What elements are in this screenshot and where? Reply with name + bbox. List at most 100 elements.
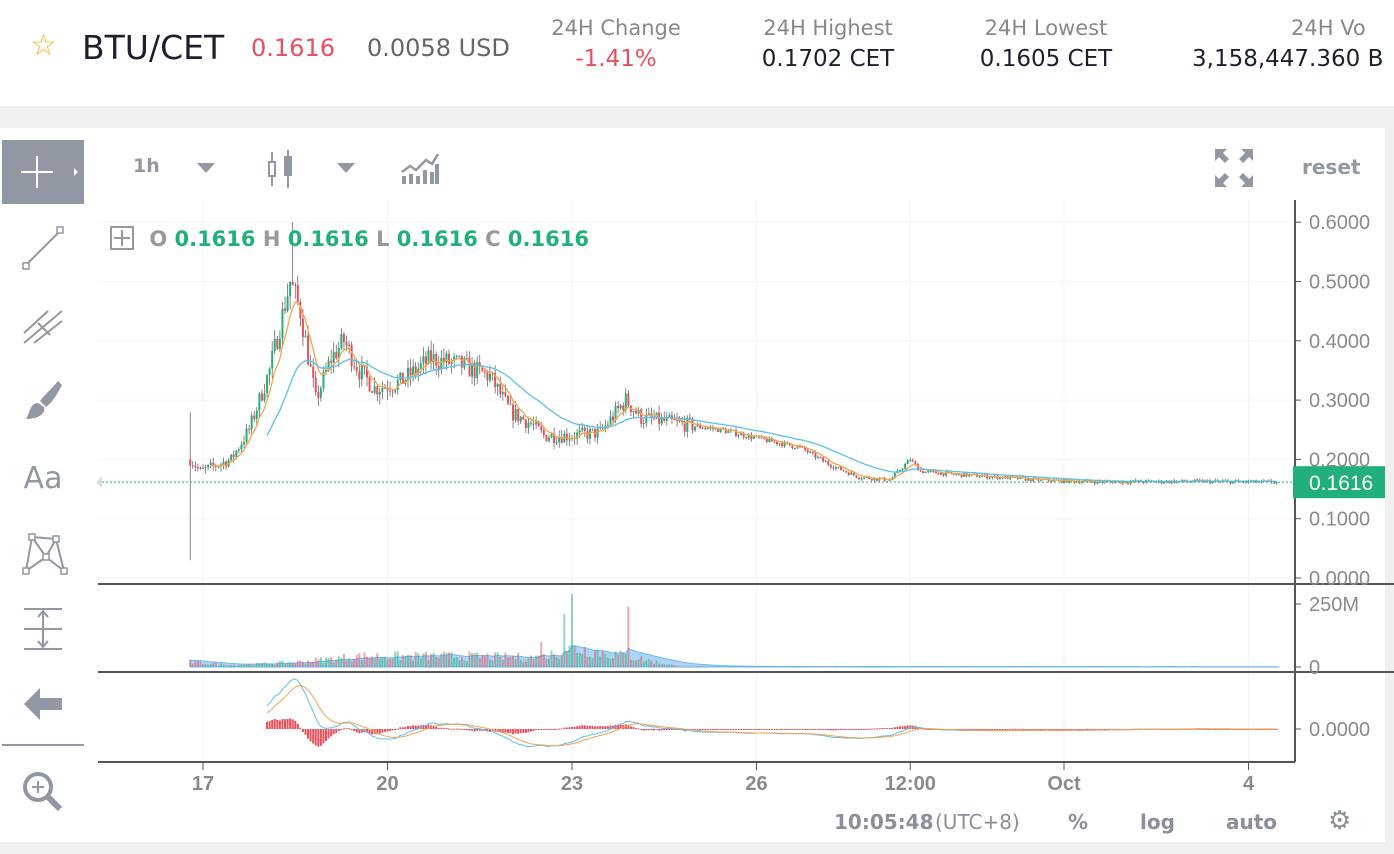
macd-bar — [932, 729, 935, 730]
measure-tool[interactable] — [2, 596, 84, 660]
macd-bar — [811, 729, 814, 730]
current-price-label: 0.1616 — [1309, 472, 1373, 495]
macd-bar — [617, 724, 620, 729]
volume-bar — [583, 647, 586, 667]
macd-bar — [993, 728, 996, 730]
interval-dropdown-caret-icon[interactable] — [196, 162, 216, 174]
macd-bar — [875, 728, 878, 730]
candle-body — [314, 377, 317, 393]
macd-bar — [1088, 728, 1091, 730]
candle-body — [1080, 481, 1083, 484]
volume-bar — [222, 664, 225, 667]
legend-toggle-icon[interactable] — [110, 226, 134, 250]
zoom-tool[interactable] — [2, 760, 84, 824]
macd-bar — [1104, 728, 1106, 730]
macd-bar — [668, 729, 671, 730]
remove-drawings-tool[interactable] — [2, 672, 84, 736]
candle-body — [537, 421, 540, 427]
macd-bar — [996, 729, 999, 730]
macd-bar — [332, 729, 335, 735]
macd-bar — [1224, 728, 1227, 730]
volume-bar — [558, 658, 561, 667]
macd-bar — [747, 729, 750, 730]
volume-bar — [243, 665, 245, 667]
macd-bar — [325, 729, 327, 742]
volume-bar — [248, 663, 251, 667]
indicators-icon[interactable] — [400, 152, 440, 186]
timezone[interactable]: (UTC+8) — [935, 810, 1020, 834]
interval-selector[interactable]: 1h — [133, 155, 160, 177]
candle-body — [591, 428, 594, 430]
candle-body — [642, 423, 645, 425]
crosshair-tool[interactable] — [2, 140, 84, 204]
candles — [189, 222, 1278, 561]
macd-bar — [458, 728, 461, 730]
volume-bar — [858, 666, 860, 667]
volume-bar — [596, 650, 599, 667]
candle-body — [442, 357, 445, 363]
candle-body — [258, 393, 261, 411]
volume-bar — [232, 664, 235, 667]
candle-body — [345, 342, 348, 346]
volume-bar — [450, 652, 453, 667]
macd-bar — [916, 727, 919, 729]
reset-button[interactable]: reset — [1302, 155, 1361, 179]
macd-bar — [1063, 728, 1065, 730]
macd-bar — [1027, 728, 1030, 730]
log-scale-toggle[interactable]: log — [1140, 810, 1175, 834]
pattern-tool[interactable] — [2, 520, 84, 584]
candle-body — [783, 442, 786, 447]
chart-type-dropdown-caret-icon[interactable] — [336, 162, 356, 174]
auto-scale-toggle[interactable]: auto — [1226, 810, 1278, 834]
macd-bar — [486, 729, 489, 732]
candle-body — [752, 436, 755, 439]
macd-bar — [596, 726, 599, 729]
volume-bar — [245, 664, 248, 667]
candle-body — [834, 467, 837, 469]
settings-gear-icon[interactable]: ⚙ — [1328, 806, 1352, 836]
macd-bar — [476, 729, 479, 731]
volume-bar — [586, 656, 589, 667]
macd-bar — [435, 726, 438, 729]
pitchfork-tool[interactable] — [2, 290, 84, 354]
indicator-tick-label: 0 — [1309, 657, 1320, 679]
candle-body — [396, 380, 399, 390]
volume-bar — [440, 653, 443, 667]
candle-body — [870, 478, 873, 481]
macd-bar — [1219, 729, 1222, 730]
volume-bar — [642, 661, 645, 667]
stat-24h-change: 24H Change -1.41% — [551, 16, 681, 72]
volume-bar — [571, 593, 573, 667]
candle-body — [847, 472, 850, 475]
volume-bar — [494, 652, 497, 667]
macd-bar — [353, 729, 356, 732]
candle-body — [522, 416, 525, 420]
candle-body — [688, 417, 691, 419]
candle-body — [424, 356, 427, 364]
text-tool[interactable]: Aa — [23, 460, 63, 496]
macd-bar — [568, 727, 571, 729]
measure-icon — [24, 608, 62, 650]
toolbar-divider — [2, 744, 84, 746]
candle-body — [309, 364, 312, 367]
macd-bar — [284, 719, 286, 729]
macd-bar — [696, 729, 699, 730]
volume-bar — [430, 653, 433, 667]
macd-bar — [1093, 729, 1096, 730]
macd-bar — [663, 729, 666, 731]
candle-type-icon[interactable] — [266, 148, 296, 190]
favorite-star-icon[interactable]: ☆ — [30, 28, 57, 63]
macd-bar — [360, 729, 363, 733]
macd-bar — [968, 729, 971, 730]
candle-body — [770, 438, 773, 442]
macd-bar — [460, 729, 463, 730]
volume-bar — [568, 645, 571, 667]
percent-scale-toggle[interactable]: % — [1068, 810, 1089, 834]
volume-bar — [219, 663, 222, 667]
fullscreen-icon[interactable] — [1215, 149, 1253, 187]
trend-line-tool[interactable] — [2, 214, 84, 278]
brush-tool[interactable] — [2, 368, 84, 432]
clock-time: 10:05:48 — [834, 810, 934, 834]
candle-body — [337, 347, 340, 359]
